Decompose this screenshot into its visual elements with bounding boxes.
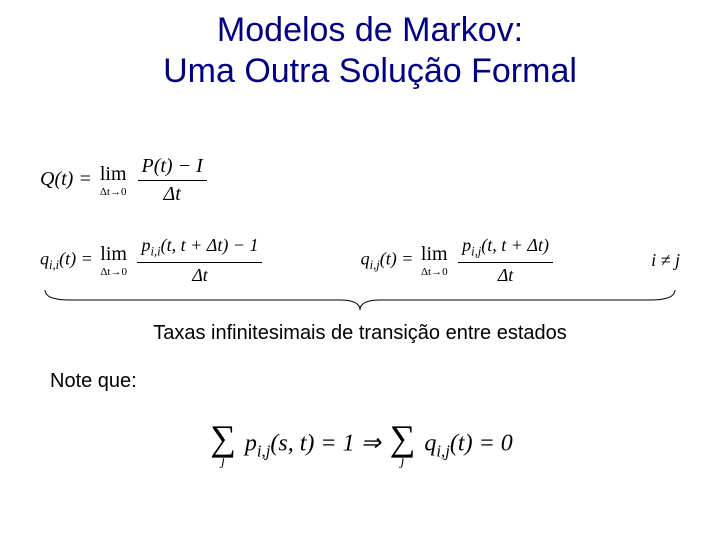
note-label: Note que: bbox=[50, 370, 137, 393]
slide-title: Modelos de Markov: Uma Outra Solução For… bbox=[60, 0, 680, 92]
equation-qij: qi,j(t) = lim Δt→0 pi,j(t, t + Δt) Δt bbox=[361, 235, 556, 286]
eq2a-frac: pi,i(t, t + Δt) − 1 Δt bbox=[137, 235, 262, 286]
eq1-lim: lim Δt→0 bbox=[100, 163, 127, 198]
equation-q-row: qi,i(t) = lim Δt→0 pi,i(t, t + Δt) − 1 Δ… bbox=[40, 235, 680, 286]
curly-brace-icon bbox=[40, 285, 680, 315]
equation-sum: ∑ j pi,j(s, t) = 1 ⇒ ∑ j qi,j(t) = 0 bbox=[0, 420, 720, 470]
eq2-condition: i ≠ j bbox=[651, 250, 680, 271]
equation-Q: Q(t) = lim Δt→0 P(t) − I Δt bbox=[40, 155, 210, 206]
brace-caption: Taxas infinitesimais de transição entre … bbox=[0, 322, 720, 345]
eq1-frac: P(t) − I Δt bbox=[138, 155, 207, 206]
sum2-icon: ∑ j bbox=[390, 420, 416, 470]
eq1-lhs: Q(t) = bbox=[40, 168, 92, 190]
equation-qii: qi,i(t) = lim Δt→0 pi,i(t, t + Δt) − 1 Δ… bbox=[40, 235, 265, 286]
sum1-icon: ∑ j bbox=[210, 420, 236, 470]
eq2b-lim: lim Δt→0 bbox=[421, 243, 448, 278]
eq2a-lim: lim Δt→0 bbox=[100, 243, 127, 278]
title-line-1: Modelos de Markov: bbox=[217, 11, 523, 49]
eq2b-frac: pi,j(t, t + Δt) Δt bbox=[458, 235, 553, 286]
title-line-2: Uma Outra Solução Formal bbox=[163, 52, 577, 90]
